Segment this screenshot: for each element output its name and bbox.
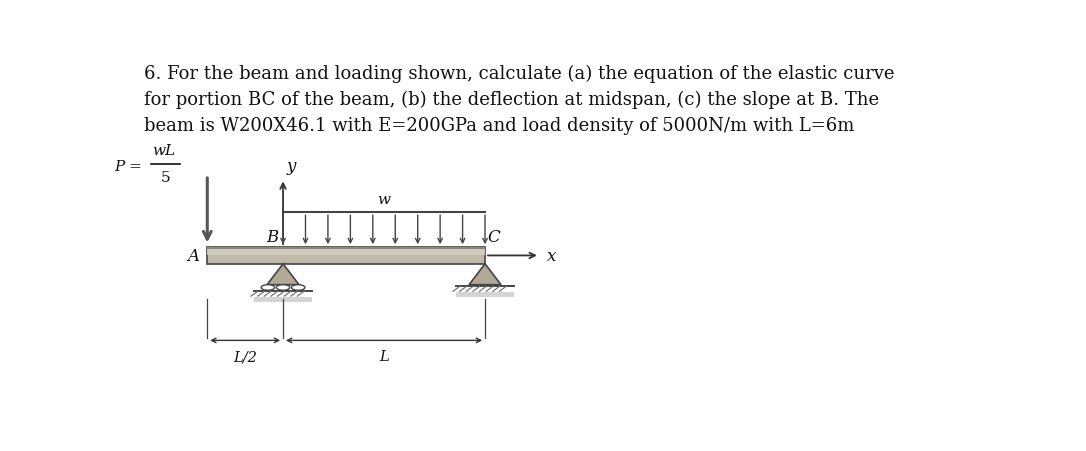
Text: A: A	[187, 248, 199, 264]
Text: x: x	[546, 248, 556, 264]
Text: wL: wL	[152, 143, 176, 157]
Text: L/2: L/2	[233, 349, 257, 363]
Text: 5: 5	[161, 170, 171, 184]
Bar	[253, 297, 313, 302]
Text: B: B	[266, 229, 279, 246]
Circle shape	[276, 285, 290, 290]
Text: C: C	[488, 229, 501, 246]
Bar	[207, 248, 485, 264]
Circle shape	[261, 285, 275, 290]
Text: beam is W200X46.1 with E=200GPa and load density of 5000N/m with L=6m: beam is W200X46.1 with E=200GPa and load…	[144, 117, 855, 134]
Bar	[207, 249, 485, 255]
Text: L: L	[379, 349, 389, 363]
Text: w: w	[378, 193, 391, 207]
Text: for portion BC of the beam, (b) the deflection at midspan, (c) the slope at B. T: for portion BC of the beam, (b) the defl…	[144, 91, 880, 109]
Polygon shape	[267, 264, 299, 285]
Polygon shape	[469, 264, 501, 285]
Text: P =: P =	[115, 160, 142, 174]
Bar	[456, 292, 515, 297]
Bar	[207, 248, 485, 249]
Circle shape	[291, 285, 305, 290]
Text: 6. For the beam and loading shown, calculate (a) the equation of the elastic cur: 6. For the beam and loading shown, calcu…	[144, 64, 895, 83]
Text: y: y	[287, 158, 295, 175]
